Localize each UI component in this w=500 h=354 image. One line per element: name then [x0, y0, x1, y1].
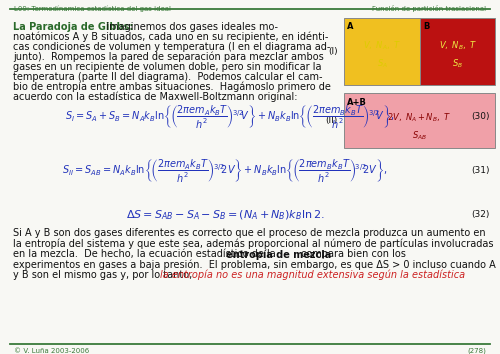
Text: junto).  Rompemos la pared de separación para mezclar ambos: junto). Rompemos la pared de separación … — [13, 52, 324, 63]
Text: $2V,\ N_A+N_B,\ T$: $2V,\ N_A+N_B,\ T$ — [388, 112, 452, 124]
Text: noatómicos A y B situados, cada uno en su recipiente, en idénti-: noatómicos A y B situados, cada uno en s… — [13, 32, 328, 42]
Text: experimentos en gases a baja presión.  El problema, sin embargo, es que ΔS > 0 i: experimentos en gases a baja presión. El… — [13, 259, 496, 270]
Text: Imaginemos dos gases ideales mo-: Imaginemos dos gases ideales mo- — [100, 22, 278, 32]
Text: (31): (31) — [472, 166, 490, 175]
Text: Si A y B son dos gases diferentes es correcto que el proceso de mezcla produzca : Si A y B son dos gases diferentes es cor… — [13, 228, 486, 238]
Text: L09: Termodínamica estadística del gas ideal: L09: Termodínamica estadística del gas i… — [14, 5, 171, 11]
Text: $S_B$: $S_B$ — [452, 58, 463, 70]
Text: (II): (II) — [326, 116, 338, 125]
Text: $S_A$: $S_A$ — [376, 58, 388, 70]
Text: entropía de mezcla: entropía de mezcla — [226, 249, 332, 259]
Text: Función de partición traslacional: Función de partición traslacional — [372, 5, 486, 12]
Bar — [344, 93, 495, 148]
Text: A: A — [347, 22, 354, 31]
Text: $S_{II} = S_{AB} = N_Ak_B \ln\!\left\{\!\left(\dfrac{2\pi e m_A k_B T}{h^2}\righ: $S_{II} = S_{AB} = N_Ak_B \ln\!\left\{\!… — [62, 156, 388, 183]
Text: $S_{AB}$: $S_{AB}$ — [412, 130, 427, 142]
Text: A+B: A+B — [347, 98, 367, 107]
Text: y B son el mismo gas y, por lo tanto,: y B son el mismo gas y, por lo tanto, — [13, 270, 196, 280]
Bar — [420, 18, 495, 85]
Bar — [344, 18, 420, 85]
Text: cas condiciones de volumen y temperatura (I en el diagrama ad-: cas condiciones de volumen y temperatura… — [13, 42, 330, 52]
Text: (278): (278) — [467, 348, 486, 354]
Text: gases en un recipiente de volumen doble, pero sin modificar la: gases en un recipiente de volumen doble,… — [13, 62, 322, 72]
Text: La Paradoja de Gibbs:: La Paradoja de Gibbs: — [13, 22, 134, 32]
Text: © V. Luña 2003-2006: © V. Luña 2003-2006 — [14, 348, 89, 354]
Text: bio de entropía entre ambas situaciones.  Hagámoslo primero de: bio de entropía entre ambas situaciones.… — [13, 82, 331, 92]
Text: B: B — [423, 22, 430, 31]
Text: (32): (32) — [472, 211, 490, 219]
Text: en la mezcla.  De hecho, la ecuación estadístico de la: en la mezcla. De hecho, la ecuación esta… — [13, 249, 279, 259]
Text: $S_I = S_A + S_B = N_Ak_B \ln\!\left\{\!\left(\dfrac{2\pi e m_A k_B T}{h^2}\righ: $S_I = S_A + S_B = N_Ak_B \ln\!\left\{\!… — [65, 103, 395, 130]
Text: la entropía del sistema y que este sea, además proporcional al número de partícu: la entropía del sistema y que este sea, … — [13, 239, 494, 249]
Text: temperatura (parte II del diagrama).  Podemos calcular el cam-: temperatura (parte II del diagrama). Pod… — [13, 72, 322, 82]
Text: acuerdo con la estadística de Maxwell-Boltzmann original:: acuerdo con la estadística de Maxwell-Bo… — [13, 92, 298, 103]
Text: compara bien con los: compara bien con los — [301, 249, 406, 259]
Text: $\Delta S = S_{AB} - S_A - S_B = (N_A + N_B)k_B \ln 2.$: $\Delta S = S_{AB} - S_A - S_B = (N_A + … — [126, 208, 324, 222]
Text: $V,\ N_B,\ T$: $V,\ N_B,\ T$ — [438, 40, 476, 52]
Text: $V,\ N_A,\ T$: $V,\ N_A,\ T$ — [363, 40, 401, 52]
Text: la entropía no es una magnitud extensiva según la estadística: la entropía no es una magnitud extensiva… — [160, 270, 466, 280]
Text: (30): (30) — [472, 112, 490, 120]
Text: (I): (I) — [328, 47, 338, 56]
